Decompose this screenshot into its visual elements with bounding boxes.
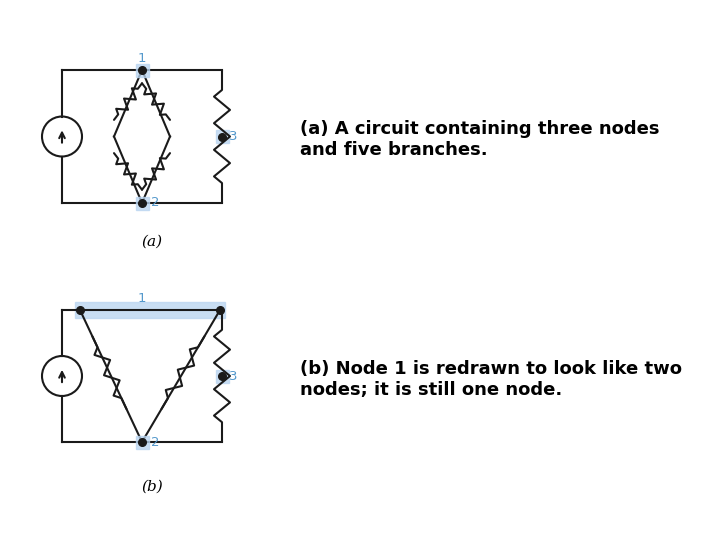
Text: (a) A circuit containing three nodes
and five branches.: (a) A circuit containing three nodes and… [300,120,660,159]
Bar [135,197,148,210]
Text: 2: 2 [150,197,159,210]
Bar [135,435,148,449]
Text: (b) Node 1 is redrawn to look like two
nodes; it is still one node.: (b) Node 1 is redrawn to look like two n… [300,360,682,399]
Text: 1: 1 [138,52,146,65]
Bar [215,130,228,143]
Text: (a): (a) [141,235,163,249]
Text: 3: 3 [229,130,238,143]
Text: 2: 2 [150,435,159,449]
Text: 3: 3 [229,369,238,382]
Bar [135,64,148,77]
Bar [215,369,228,382]
Bar [75,302,225,318]
Text: 1: 1 [138,293,146,306]
Text: (b): (b) [141,480,163,494]
